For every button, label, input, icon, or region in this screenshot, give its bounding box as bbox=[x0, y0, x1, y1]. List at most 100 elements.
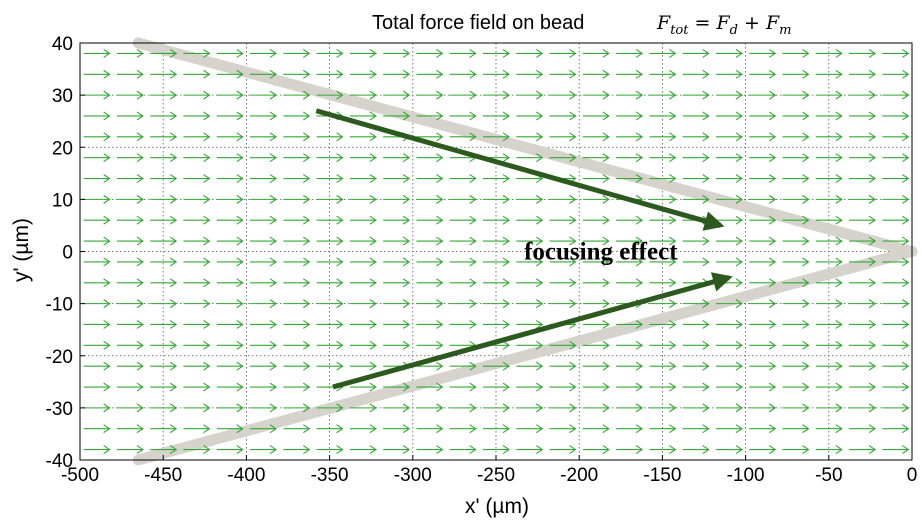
force-vector-arrow bbox=[782, 278, 810, 288]
force-vector-arrow bbox=[882, 153, 910, 163]
force-vector-arrow bbox=[682, 69, 710, 79]
x-tick-label: -350 bbox=[311, 465, 349, 486]
force-vector-arrow bbox=[849, 361, 877, 371]
force-vector-arrow bbox=[150, 215, 178, 225]
force-vector-arrow bbox=[549, 215, 577, 225]
force-vector-arrow bbox=[116, 361, 144, 371]
force-vector-arrow bbox=[882, 194, 910, 204]
force-vector-arrow bbox=[216, 111, 244, 121]
force-vector-arrow bbox=[882, 69, 910, 79]
force-vector-arrow bbox=[83, 424, 111, 434]
force-vector-arrow bbox=[483, 48, 510, 58]
force-vector-arrow bbox=[416, 361, 444, 371]
force-vector-arrow bbox=[383, 257, 411, 267]
force-vector-arrow bbox=[516, 90, 544, 100]
force-vector-arrow bbox=[150, 445, 178, 455]
force-vector-arrow bbox=[649, 132, 677, 142]
force-vector-arrow bbox=[682, 132, 710, 142]
force-vector-arrow bbox=[283, 278, 311, 288]
force-vector-arrow bbox=[882, 403, 910, 413]
force-vector-arrow bbox=[782, 132, 810, 142]
force-vector-arrow bbox=[150, 153, 178, 163]
force-vector-arrow bbox=[150, 320, 178, 329]
force-vector-arrow bbox=[383, 90, 411, 100]
force-vector-arrow bbox=[216, 299, 244, 309]
force-vector-arrow bbox=[782, 403, 810, 413]
force-vector-arrow bbox=[283, 48, 311, 58]
force-vector-arrow bbox=[83, 257, 111, 267]
force-vector-arrow bbox=[582, 132, 610, 142]
force-vector-arrow bbox=[216, 69, 244, 79]
force-vector-arrow bbox=[250, 299, 278, 309]
force-vector-arrow bbox=[283, 215, 311, 225]
force-vector-arrow bbox=[715, 382, 743, 392]
force-vector-arrow bbox=[649, 320, 677, 329]
force-vector-arrow bbox=[250, 445, 278, 455]
force-vector-arrow bbox=[582, 424, 610, 434]
force-vector-arrow bbox=[183, 278, 211, 288]
force-vector-arrow bbox=[483, 299, 510, 309]
force-vector-arrow bbox=[882, 340, 910, 350]
force-vector-arrow bbox=[516, 111, 544, 121]
force-vector-arrow bbox=[449, 236, 477, 246]
force-vector-arrow bbox=[316, 132, 344, 142]
force-vector-arrow bbox=[250, 90, 278, 100]
force-vector-arrow bbox=[649, 48, 677, 58]
force-vector-arrow bbox=[483, 382, 510, 392]
force-vector-arrow bbox=[749, 132, 777, 142]
force-vector-arrow bbox=[449, 320, 477, 329]
force-vector-arrow bbox=[349, 257, 377, 267]
force-vector-arrow bbox=[83, 132, 111, 142]
force-vector-arrow bbox=[516, 320, 544, 329]
force-vector-arrow bbox=[283, 403, 311, 413]
force-vector-arrow bbox=[83, 194, 111, 204]
force-vector-arrow bbox=[682, 153, 710, 163]
force-vector-arrow bbox=[449, 194, 477, 204]
force-vector-arrow bbox=[250, 69, 278, 79]
force-vector-arrow bbox=[383, 403, 411, 413]
force-vector-arrow bbox=[882, 236, 910, 246]
force-vector-arrow bbox=[782, 299, 810, 309]
force-vector-arrow bbox=[416, 153, 444, 163]
force-vector-arrow bbox=[682, 257, 710, 267]
force-vector-arrow bbox=[549, 90, 577, 100]
force-vector-arrow bbox=[849, 320, 877, 329]
force-vector-arrow bbox=[250, 257, 278, 267]
x-tick-label: -250 bbox=[477, 465, 515, 486]
force-vector-arrow bbox=[483, 445, 510, 455]
force-vector-arrow bbox=[516, 403, 544, 413]
force-vector-arrow bbox=[849, 340, 877, 350]
force-vector-arrow bbox=[349, 194, 377, 204]
force-vector-arrow bbox=[582, 382, 610, 392]
force-vector-arrow bbox=[516, 236, 544, 246]
force-vector-arrow bbox=[183, 111, 211, 121]
force-vector-arrow bbox=[449, 424, 477, 434]
force-vector-arrow bbox=[849, 111, 877, 121]
force-vector-arrow bbox=[349, 111, 377, 121]
force-vector-arrow bbox=[316, 48, 344, 58]
force-vector-arrow bbox=[283, 194, 311, 204]
force-vector-arrow bbox=[416, 194, 444, 204]
force-vector-arrow bbox=[416, 445, 444, 455]
force-vector-arrow bbox=[782, 424, 810, 434]
force-vector-arrow bbox=[83, 382, 111, 392]
force-vector-arrow bbox=[216, 361, 244, 371]
force-vector-arrow bbox=[715, 361, 743, 371]
force-vector-arrow bbox=[815, 48, 843, 58]
force-vector-arrow bbox=[416, 132, 444, 142]
force-vector-arrow bbox=[349, 382, 377, 392]
y-tick-label: -30 bbox=[46, 399, 73, 420]
force-vector-arrow bbox=[83, 236, 111, 246]
force-vector-arrow bbox=[749, 194, 777, 204]
force-vector-arrow bbox=[150, 90, 178, 100]
force-vector-arrow bbox=[715, 236, 743, 246]
force-vector-arrow bbox=[83, 299, 111, 309]
force-vector-arrow bbox=[749, 299, 777, 309]
force-vector-arrow bbox=[715, 174, 743, 183]
force-vector-arrow bbox=[749, 69, 777, 79]
force-vector-arrow bbox=[250, 361, 278, 371]
force-vector-arrow bbox=[815, 90, 843, 100]
force-vector-arrow bbox=[183, 215, 211, 225]
force-vector-arrow bbox=[383, 299, 411, 309]
